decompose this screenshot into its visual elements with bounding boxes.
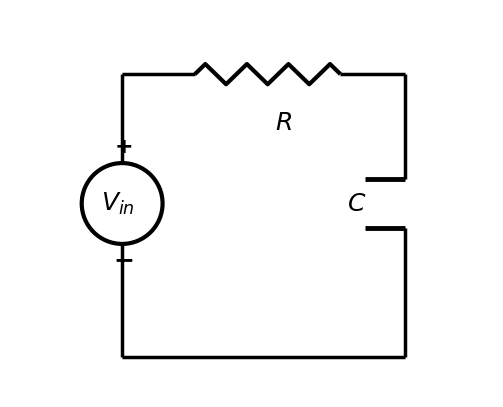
Text: $V_{in}$: $V_{in}$ [101,190,135,217]
Text: $R$: $R$ [275,111,292,135]
Text: $C$: $C$ [347,192,366,215]
Text: −: − [114,248,135,272]
Text: +: + [115,137,133,157]
